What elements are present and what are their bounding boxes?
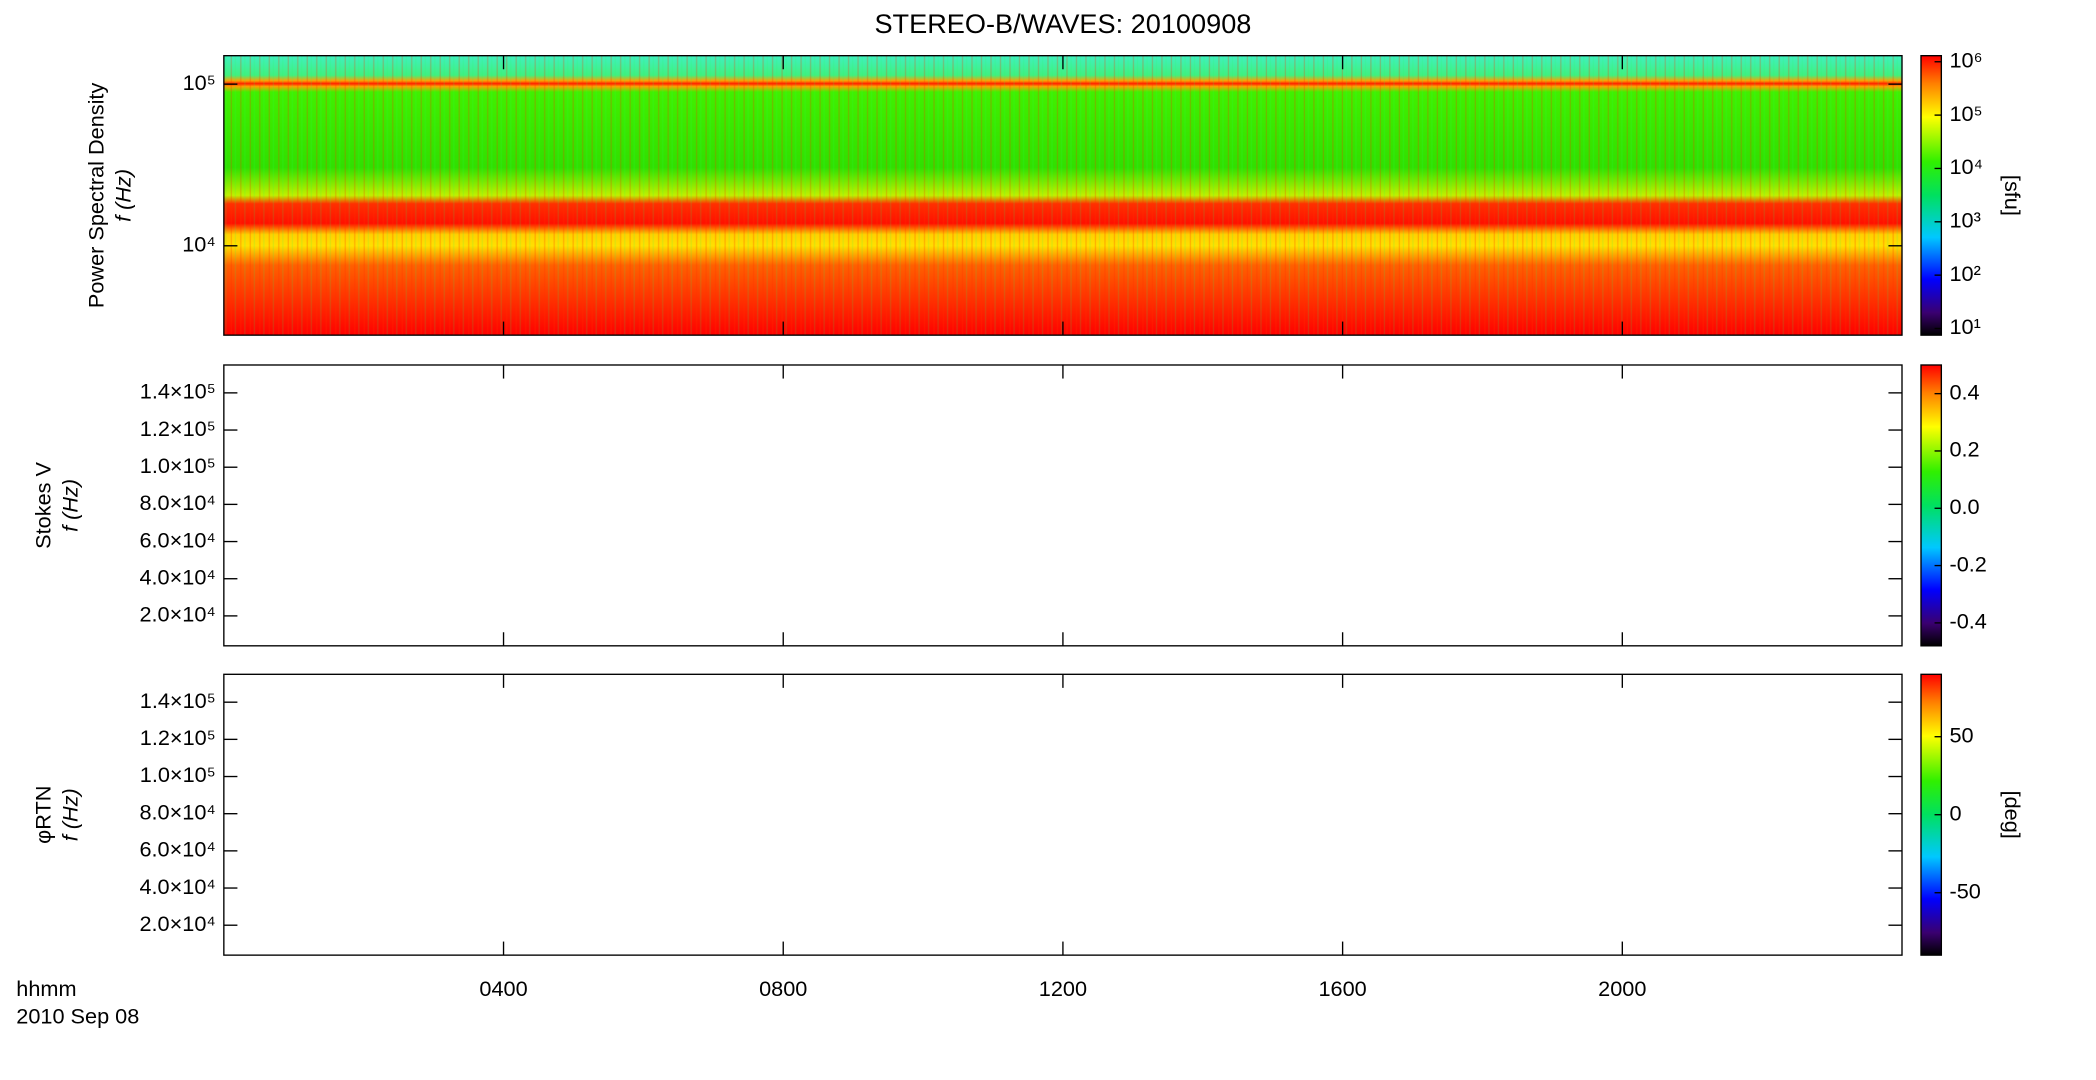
y-tick-label: 4.0×10⁴ [139,874,215,899]
y-tick-label: 10⁴ [182,232,215,257]
colorbar-tick-label: -0.4 [1949,609,1986,634]
y-tick-label: 6.0×10⁴ [139,527,215,552]
y-tick-label: 6.0×10⁴ [139,837,215,862]
y-tick-label: 1.4×10⁵ [140,688,216,713]
plot-frame [223,673,1903,956]
y-axis-label: f (Hz) [58,788,83,841]
colorbar-tick-label: 0.0 [1949,494,1979,519]
colorbar-tick-label: 0 [1949,800,1961,825]
colorbar-tick-label: 10⁶ [1949,47,1982,72]
y-axis-label: f (Hz) [111,169,136,222]
y-tick-label: 1.0×10⁵ [140,762,216,787]
y-axis-label: φRTN [31,786,56,844]
colorbar-label: [deg] [2000,791,2025,839]
colorbar-tick-label: -50 [1949,878,1980,903]
x-axis-label: 2010 Sep 08 [16,1003,139,1028]
y-tick-label: 1.2×10⁵ [140,725,216,750]
y-tick-label: 8.0×10⁴ [139,799,215,824]
x-tick-label: 2000 [1598,976,1646,1001]
spectrogram-texture [223,55,1903,336]
y-axis-label: f (Hz) [58,479,83,532]
x-tick-label: 1200 [1039,976,1087,1001]
y-axis-label: Stokes V [31,461,56,548]
colorbar-tick-label: 10⁴ [1949,154,1982,179]
y-tick-label: 4.0×10⁴ [139,564,215,589]
colorbar-tick-label: 0.2 [1949,437,1979,462]
chart-title: STEREO-B/WAVES: 20100908 [874,8,1251,39]
colorbar-tick-label: 50 [1949,722,1973,747]
x-axis-label: hhmm [16,976,76,1001]
plot-frame [223,364,1903,647]
x-tick-label: 0800 [759,976,807,1001]
colorbar-tick-label: 10³ [1949,208,1980,233]
colorbar-label: [sfu] [2000,175,2025,216]
x-tick-label: 0400 [479,976,527,1001]
colorbar-tick-label: 10¹ [1949,314,1980,339]
colorbar-tick-label: 10⁵ [1949,101,1982,126]
y-tick-label: 1.2×10⁵ [140,416,216,441]
x-tick-label: 1600 [1318,976,1366,1001]
colorbar [1920,364,1943,647]
colorbar [1920,55,1943,336]
y-tick-label: 2.0×10⁴ [139,602,215,627]
colorbar-tick-label: -0.2 [1949,551,1986,576]
colorbar-tick-label: 10² [1949,261,1980,286]
y-tick-label: 8.0×10⁴ [139,490,215,515]
y-tick-label: 10⁵ [183,70,216,95]
y-tick-label: 1.4×10⁵ [140,379,216,404]
y-axis-label: Power Spectral Density [83,83,108,309]
colorbar-tick-label: 0.4 [1949,379,1979,404]
y-tick-label: 1.0×10⁵ [140,453,216,478]
y-tick-label: 2.0×10⁴ [139,911,215,936]
